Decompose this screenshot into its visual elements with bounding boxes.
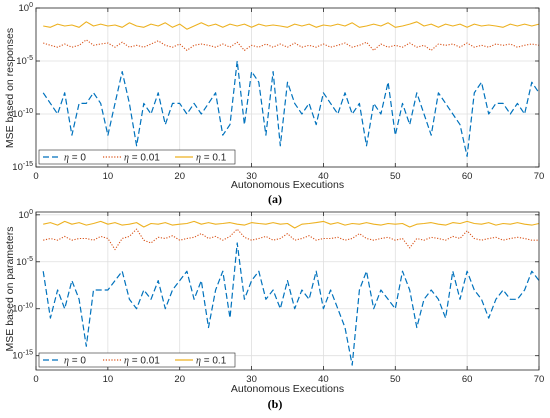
x-tick-label: 50 [390, 374, 401, 385]
axes-frame [35, 7, 540, 168]
x-tick-label: 0 [33, 171, 38, 182]
x-tick-label: 60 [462, 374, 473, 385]
series-line-eta0 [42, 242, 540, 366]
series-line-eta0 [42, 60, 540, 157]
panel-label: (b) [268, 397, 283, 411]
y-tick-label: 10-10 [12, 108, 33, 120]
series-line-eta01 [43, 220, 540, 229]
x-tick-label: 40 [318, 171, 329, 182]
y-axis-label: MSE based on parameters [4, 227, 16, 352]
x-tick-label: 10 [103, 374, 114, 385]
y-tick-label: 10-15 [12, 161, 33, 173]
legend-box [38, 149, 236, 165]
x-tick-label: 40 [318, 374, 329, 385]
legend-box [38, 352, 236, 368]
x-tick-label: 50 [390, 171, 401, 182]
legend-label: η = 0.01 [124, 153, 160, 164]
y-tick-label: 100 [19, 2, 34, 14]
axes-frame [35, 211, 540, 371]
y-tick-label: 10-10 [12, 303, 33, 315]
y-tick-label: 10-5 [16, 55, 33, 67]
x-tick-label: 70 [534, 171, 545, 182]
legend-label: η = 0 [64, 356, 86, 367]
y-axis-label: MSE based on responses [4, 28, 16, 148]
x-tick-label: 30 [246, 374, 257, 385]
x-tick-label: 20 [174, 171, 185, 182]
legend-label: η = 0 [64, 153, 86, 164]
x-tick-label: 20 [174, 374, 185, 385]
y-tick-label: 10-15 [12, 350, 33, 362]
plot-area [36, 212, 539, 370]
legend: η = 0 η = 0.01 η = 0.1 [38, 352, 236, 368]
legend-label: η = 0.1 [196, 153, 227, 164]
series-line-eta001 [43, 228, 539, 251]
legend: η = 0 η = 0.01 η = 0.1 [38, 149, 236, 165]
x-axis-label: Autonomous Executions [231, 383, 344, 395]
y-tick-label: 10-5 [16, 256, 33, 268]
x-tick-label: 60 [462, 171, 473, 182]
x-tick-label: 10 [103, 171, 114, 182]
legend-label: η = 0.01 [124, 356, 160, 367]
legend-label: η = 0.1 [196, 356, 227, 367]
x-tick-label: 70 [534, 374, 545, 385]
x-axis-label: Autonomous Executions [231, 179, 344, 191]
x-tick-label: 0 [33, 374, 38, 385]
panel-label: (a) [268, 192, 282, 206]
x-tick-label: 30 [246, 171, 257, 182]
series-line-eta01 [43, 21, 540, 30]
y-tick-label: 100 [19, 209, 34, 221]
